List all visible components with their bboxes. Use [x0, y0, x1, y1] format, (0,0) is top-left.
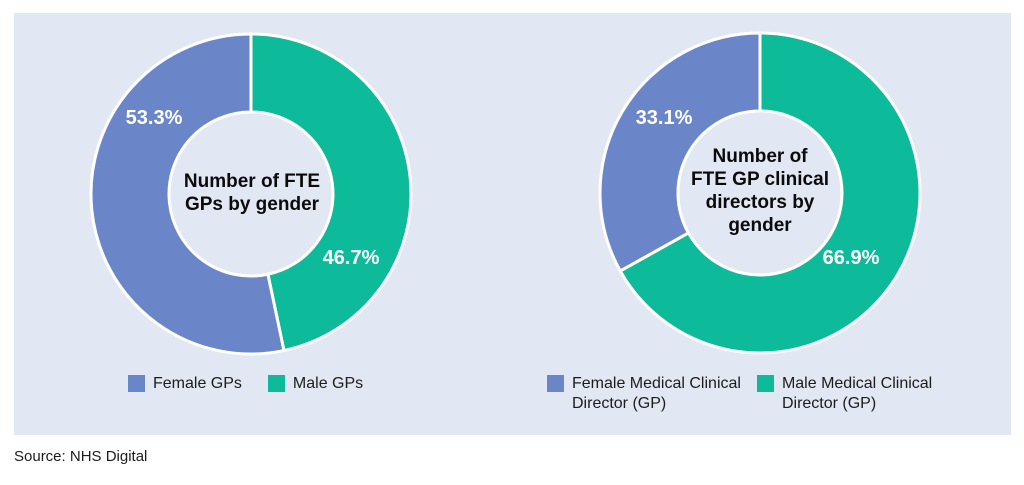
legend-label: Male GPs — [292, 375, 364, 392]
legend-swatch-male — [756, 375, 774, 392]
legend-item-female-directors: Female Medical Clinical Director (GP) — [547, 374, 741, 414]
legend-item-male-gps: Male GPs — [267, 374, 364, 394]
legend-label: Female GPs — [153, 375, 242, 392]
slice-value-label: 53.3% — [126, 107, 183, 129]
legend-label: Female Medical Clinical Director (GP) — [572, 375, 741, 412]
slice-male-gps — [249, 32, 413, 353]
slice-value-label: 46.7% — [323, 247, 380, 269]
chart2-legend: Female Medical Clinical Director (GP) Ma… — [547, 374, 932, 414]
legend-item-male-directors: Male Medical Clinical Director (GP) — [756, 374, 933, 414]
chart1-center-title: Number of FTE GPs by gender — [183, 171, 321, 215]
chart1-legend: Female GPs Male GPs — [128, 374, 363, 394]
source-note: Source: NHS Digital — [14, 448, 148, 465]
chart2-center-title: Number of FTE GP clinical directors by g… — [691, 146, 829, 236]
legend-label: Male Medical Clinical Director (GP) — [781, 375, 933, 412]
legend-swatch-female — [128, 375, 145, 392]
slice-value-label: 66.9% — [823, 247, 880, 269]
donut-chart-clinical-directors: 66.9% 33.1% — [598, 31, 922, 355]
slice-female-gps — [89, 32, 286, 356]
slice-value-label: 33.1% — [636, 107, 693, 129]
slice-female-medical-clinical-director-gp- — [598, 31, 762, 274]
slice-male-medical-clinical-director-gp- — [618, 31, 922, 355]
legend-swatch-male — [267, 375, 285, 392]
legend-item-female-gps: Female GPs — [128, 374, 242, 394]
donut-chart-gps: 46.7% 53.3% — [89, 32, 413, 356]
legend-swatch-female — [547, 375, 564, 392]
